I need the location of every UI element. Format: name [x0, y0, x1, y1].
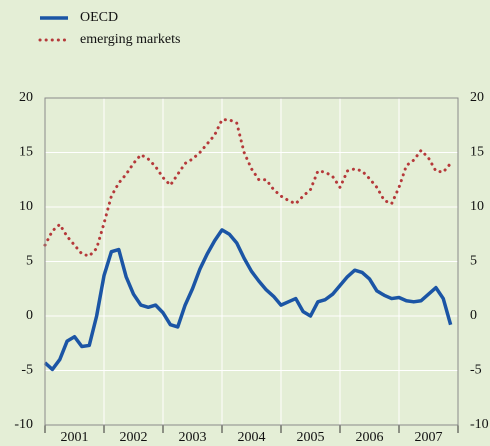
series-line	[43, 228, 453, 372]
plot-frame	[44, 97, 459, 426]
x-tick-label: 2004	[238, 430, 266, 445]
legend: OECD emerging markets	[38, 10, 180, 47]
legend-label: OECD	[80, 10, 118, 25]
y-tick-label: -5	[21, 363, 33, 378]
y-tick-label: 15	[19, 145, 33, 160]
y2-tick-label: 20	[470, 90, 484, 105]
y-tick-label: -10	[14, 417, 33, 432]
y2-tick-label: 0	[470, 308, 477, 323]
y-tick-label: 5	[26, 254, 33, 269]
plot	[43, 118, 453, 372]
x-tick-label: 2002	[120, 430, 148, 445]
x-tick-label: 2007	[415, 430, 443, 445]
series-line	[43, 118, 453, 258]
x-tick-label: 2003	[179, 430, 207, 445]
y-tick-label: 10	[19, 199, 33, 214]
x-tick-label: 2005	[297, 430, 325, 445]
y2-tick-label: -10	[470, 417, 489, 432]
y2-tick-label: 5	[470, 254, 477, 269]
x-tick-label: 2001	[61, 430, 89, 445]
y2-tick-label: 10	[470, 199, 484, 214]
legend-label: emerging markets	[80, 32, 180, 47]
y2-tick-label: -5	[470, 363, 482, 378]
y2-tick-label: 15	[470, 145, 484, 160]
y-tick-label: 20	[19, 90, 33, 105]
x-tick-label: 2006	[356, 430, 384, 445]
axes: -10 -5 0 5 10 15 20 -10 -5 0 5 10 15 20 2001 2002 2003 20…	[14, 90, 488, 445]
y-tick-label: 0	[26, 308, 33, 323]
grid	[44, 97, 459, 426]
